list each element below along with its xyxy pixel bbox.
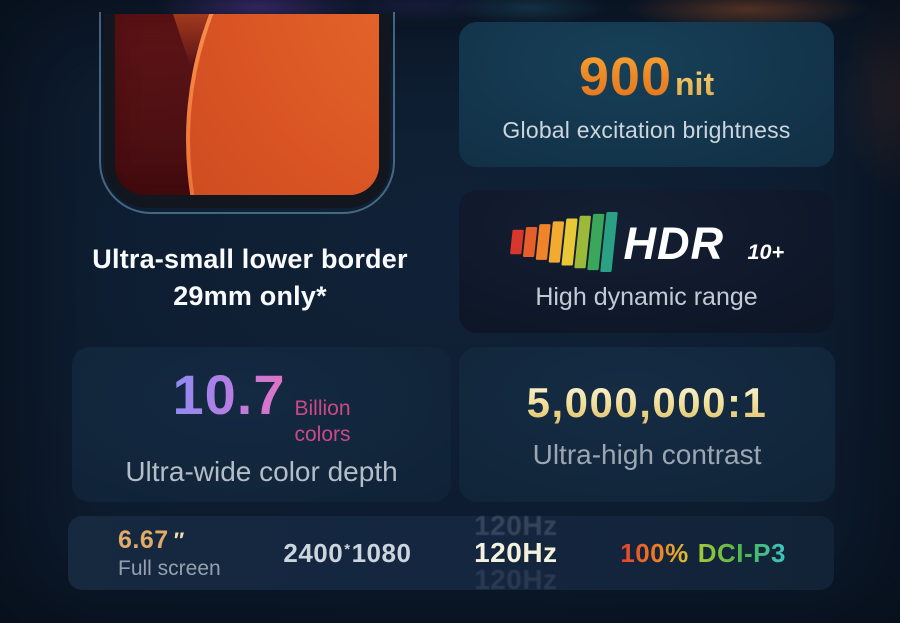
wallpaper-wedge [173, 14, 209, 68]
spec-size-value-row: 6.67 ″ [118, 526, 221, 555]
color-depth-unit-top: Billion [294, 396, 351, 420]
color-depth-unit: Billion colors [294, 396, 350, 448]
wallpaper-arc-highlight [186, 14, 379, 195]
hdr-card: HDR 10+ High dynamic range [459, 190, 834, 333]
contrast-label: Ultra-high contrast [532, 438, 762, 470]
color-depth-value: 10.7 [172, 362, 286, 426]
hdr-logo-text: HDR [623, 218, 723, 269]
brightness-value: 900 [578, 46, 672, 107]
brightness-card: 900 nit Global excitation brightness [459, 22, 834, 167]
brightness-label: Global excitation brightness [502, 116, 791, 143]
phone-caption-line1: Ultra-small lower border [92, 244, 408, 274]
hdr10plus-logo-icon: HDR 10+ [509, 211, 784, 273]
screen-size-unit: ″ [172, 527, 184, 553]
phone-caption-line2: 29mm only* [173, 281, 327, 311]
color-depth-value-row: 10.7 Billion colors [172, 362, 350, 447]
gamut-name: DCI-P3 [697, 537, 786, 568]
hdr-logo-sub: 10+ [747, 239, 784, 264]
phone-render [99, 12, 395, 214]
spec-refresh-rate: 120Hz 120Hz 120Hz [474, 510, 558, 595]
gamut-percent: 100% [620, 537, 689, 568]
contrast-card: 5,000,000:1 Ultra-high contrast [459, 347, 835, 502]
resolution-separator: * [344, 540, 351, 558]
spec-screen-size: 6.67 ″ Full screen [118, 526, 221, 581]
wallpaper-orange-circle [190, 14, 379, 195]
resolution-height: 1080 [351, 537, 412, 568]
contrast-value: 5,000,000:1 [526, 378, 768, 426]
phone-screen-wallpaper [115, 14, 379, 195]
refresh-rate-ghost-top: 120Hz [474, 510, 558, 541]
phone-caption: Ultra-small lower border 29mm only* [40, 241, 460, 315]
brightness-value-row: 900 nit [579, 46, 714, 108]
color-depth-unit-bottom: colors [294, 422, 351, 446]
color-depth-card: 10.7 Billion colors Ultra-wide color dep… [72, 347, 451, 502]
screen-size-value: 6.67 [118, 525, 169, 554]
spec-color-gamut: 100% DCI-P3 [620, 538, 786, 569]
refresh-rate-value: 120Hz [474, 537, 558, 568]
color-depth-label: Ultra-wide color depth [125, 455, 398, 487]
spec-bar: 6.67 ″ Full screen 2400*1080 120Hz 120Hz… [68, 510, 834, 595]
spec-resolution: 2400*1080 [283, 538, 411, 569]
refresh-rate-ghost-bottom: 120Hz [474, 564, 558, 595]
hdr-label: High dynamic range [535, 283, 758, 311]
screen-size-label: Full screen [118, 556, 221, 580]
resolution-width: 2400 [283, 537, 344, 568]
brightness-unit: nit [675, 65, 715, 102]
